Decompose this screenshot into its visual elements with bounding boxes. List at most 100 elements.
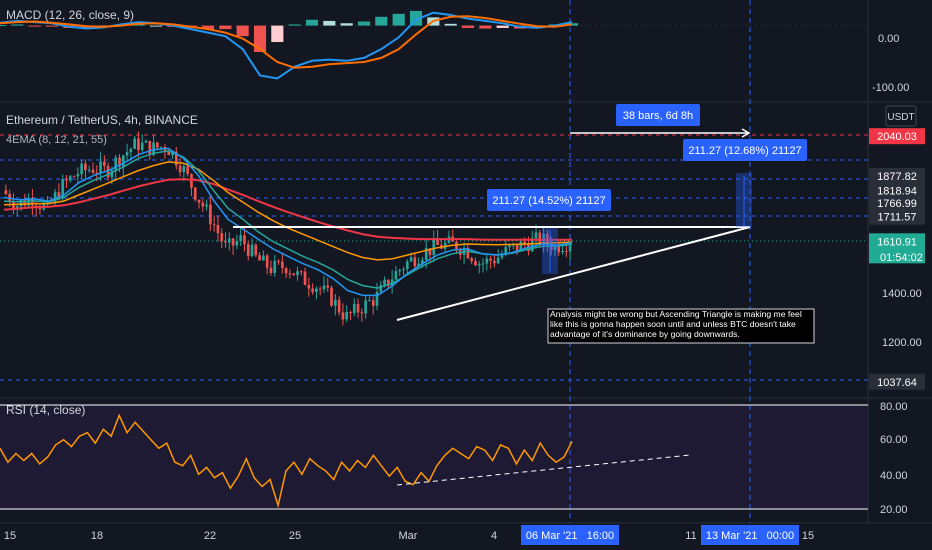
rsi-pane[interactable] [0, 413, 573, 509]
price-label-bg [869, 208, 925, 225]
candle-body [23, 200, 27, 206]
time-highlight-2: 13 Mar '21 00:00 [706, 530, 794, 542]
candle-body [258, 255, 261, 261]
triangle-support-line[interactable] [396, 226, 751, 321]
time-tick: 15 [4, 530, 16, 542]
measure-label-1-bg [487, 189, 611, 211]
candle-body [364, 300, 367, 314]
rsi-title: RSI (14, close) [6, 403, 85, 417]
candle-body [428, 248, 432, 255]
candle-body [504, 247, 508, 255]
candle-body [477, 263, 481, 266]
candle-body [80, 163, 83, 175]
candle-body [95, 172, 99, 174]
candle-body [315, 288, 318, 293]
candle-body [171, 151, 174, 156]
candle-body [65, 179, 68, 181]
analysis-note-box[interactable] [547, 308, 815, 344]
candle-body [371, 300, 375, 306]
candle-body [235, 241, 239, 246]
bars-range-label-bg [616, 104, 700, 126]
rsi-tick: 60.00 [880, 434, 908, 446]
measure-label-2: 211.27 (12.68%) 21127 [688, 145, 801, 157]
candle-body [489, 258, 492, 261]
candle-body [485, 258, 489, 264]
candle-body [322, 285, 326, 290]
macd-histogram-bar [271, 25, 284, 43]
candle-body [140, 142, 144, 151]
candle-body [352, 304, 356, 314]
price-label: 1766.99 [877, 198, 917, 210]
candle-body [337, 299, 341, 313]
symbol-title: Ethereum / TetherUS, 4h, BINANCE [6, 113, 198, 127]
macd-histogram-bar [236, 25, 249, 37]
candle-body [508, 245, 511, 248]
candle-body [159, 147, 163, 149]
candle-body [38, 207, 42, 210]
time-highlight-1-bg [521, 525, 619, 545]
macd-histogram-bar [305, 19, 319, 26]
macd-histogram-bar [340, 23, 353, 26]
candle-body [129, 148, 133, 153]
macd-histogram-bar [28, 25, 41, 27]
macd-histogram-bar [45, 25, 59, 27]
price-label-bg [869, 195, 925, 212]
analysis-note-text: Analysis might be wrong but Ascending Tr… [550, 309, 802, 339]
ema-mid-line [3, 150, 573, 289]
price-label: 1037.64 [877, 377, 917, 389]
candle-body [284, 268, 288, 274]
candle-body [534, 232, 538, 239]
macd-histogram-bar [444, 23, 457, 26]
rsi-trendline[interactable] [396, 454, 691, 486]
bars-range-arrowhead [741, 128, 751, 138]
candle-body [212, 224, 216, 226]
candle-body [91, 169, 95, 173]
candle-body [216, 225, 220, 234]
candle-body [349, 312, 352, 314]
price-tick: 1200.00 [882, 337, 922, 349]
candle-body [125, 152, 129, 156]
currency-label: USDT [887, 112, 914, 123]
currency-button[interactable] [885, 105, 917, 127]
price-pane[interactable] [3, 131, 573, 326]
price-label-bg [869, 167, 925, 184]
candle-body [76, 174, 80, 177]
time-tick: 4 [491, 530, 497, 542]
candle-body [561, 251, 564, 253]
candle-body [19, 200, 23, 207]
time-highlight-2-bg [701, 525, 799, 545]
price-tick: 1400.00 [882, 288, 922, 300]
candle-body [262, 255, 265, 261]
ema-slow-line [3, 161, 573, 261]
time-tick: 11 [685, 530, 696, 542]
candle-body [549, 244, 553, 251]
measure-label-1: 211.27 (14.52%) 21127 [492, 195, 605, 207]
candle-body [311, 288, 314, 293]
candle-body [156, 142, 159, 148]
time-highlight-1: 06 Mar '21 16:00 [526, 530, 614, 542]
candle-body [409, 257, 413, 262]
macd-histogram-bar [149, 25, 163, 27]
candle-body [387, 279, 390, 286]
candle-body [110, 170, 114, 178]
macd-histogram-bar [201, 25, 215, 30]
candle-body [15, 206, 19, 209]
candle-body [455, 241, 458, 251]
macd-histogram-bar [496, 25, 509, 28]
ema-legend: 4EMA (8, 12, 21, 55) [6, 134, 107, 146]
rsi-line [0, 413, 573, 509]
candle-body [106, 165, 110, 178]
candle-body [296, 271, 299, 276]
macd-pane[interactable] [0, 10, 868, 80]
candle-body [345, 312, 349, 320]
candle-body [557, 244, 561, 253]
candle-body [277, 260, 280, 262]
candle-body [250, 244, 254, 256]
price-label-bg [869, 128, 925, 145]
macd-histogram-bar [479, 25, 492, 29]
candle-body [227, 238, 231, 243]
candle-body [470, 258, 473, 262]
macd-tick: 0.00 [878, 33, 899, 45]
candle-body [398, 270, 402, 272]
